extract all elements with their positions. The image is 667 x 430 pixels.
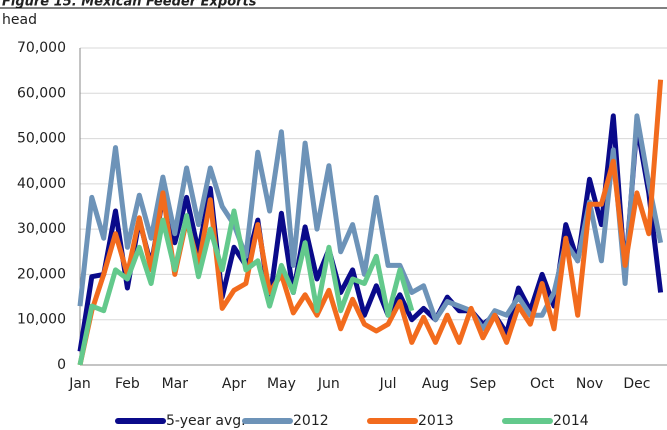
- x-tick-label: May: [267, 376, 296, 392]
- x-tick-label: Nov: [576, 376, 603, 392]
- x-tick-label: Mar: [162, 376, 189, 392]
- y-tick-label: 60,000: [17, 85, 66, 101]
- x-tick-label: Oct: [530, 376, 555, 392]
- x-tick-label: Sep: [470, 376, 497, 392]
- y-tick-label: 30,000: [17, 221, 66, 237]
- legend-label: 2013: [418, 413, 454, 429]
- x-tick-label: Jun: [317, 376, 340, 392]
- y-tick-label: 40,000: [17, 176, 66, 192]
- y-tick-label: 20,000: [17, 266, 66, 282]
- y-tick-label: 0: [57, 357, 66, 373]
- x-tick-label: Dec: [623, 376, 650, 392]
- legend-label: 2012: [293, 413, 329, 429]
- legend-label: 2014: [553, 413, 589, 429]
- series-line: [77, 208, 415, 366]
- x-tick-label: Apr: [222, 376, 246, 392]
- y-axis-label: head: [2, 12, 37, 28]
- x-tick-label: Jan: [68, 376, 91, 392]
- chart-title: Figure 15. Mexican Feeder Exports: [2, 0, 257, 10]
- y-tick-label: 10,000: [17, 312, 66, 328]
- y-tick-label: 70,000: [17, 40, 66, 56]
- x-tick-label: Feb: [115, 376, 140, 392]
- x-tick-label: Aug: [422, 376, 449, 392]
- y-tick-label: 50,000: [17, 131, 66, 147]
- x-tick-label: Jul: [379, 376, 397, 392]
- legend-label: 5-year avg.: [166, 413, 246, 429]
